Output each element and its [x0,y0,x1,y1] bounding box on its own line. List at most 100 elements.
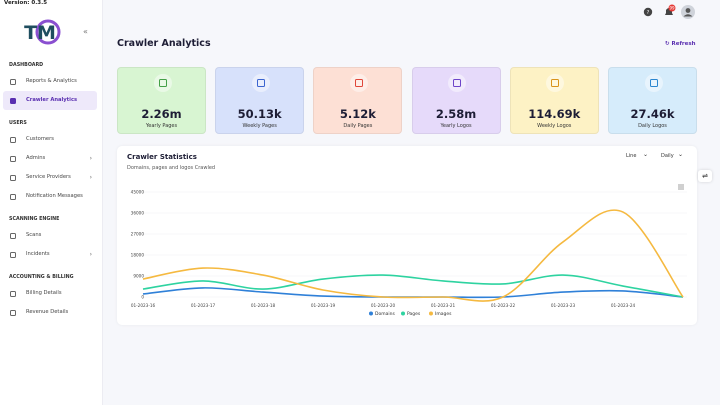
card-icon [644,74,663,92]
legend-label: Pages [407,311,421,317]
logo: TM [24,19,61,45]
nav-item[interactable]: Incidents › [3,245,97,264]
section-title: USERS [9,121,27,126]
chevron: › [89,155,92,162]
card-label: Weekly Pages [242,123,277,129]
card-label: Weekly Logos [537,123,572,129]
badge [668,4,676,12]
card-icon-glyph [158,79,167,87]
card-value: 27.46k [630,107,675,121]
card-value: 114.69k [528,107,581,121]
filter-button[interactable]: ⇌ [698,170,712,182]
nav-label: Revenue Details [26,309,69,315]
nav-icon [10,251,16,258]
chart-menu[interactable] [678,184,684,190]
nav-label: Incidents [26,251,50,257]
nav-icon [10,290,16,297]
legend-label: Domains [375,311,395,317]
card-value: 5.12k [339,107,376,121]
y-tick-label: 9000 [133,274,144,279]
y-tick-label: 45000 [131,190,145,195]
card-icon [448,74,467,92]
nav: DASHBOARD Reports & Analytics Crawler Anal… [0,60,102,322]
nav-icon [10,97,16,104]
card-icon-glyph [354,79,363,87]
chevron: › [89,251,92,258]
card-icon-glyph [551,79,560,87]
nav-item[interactable]: Scans [3,226,97,245]
legend-marker [429,311,433,316]
sidebar: Version: 0.3.5 TM « DASHBOARD Reports & A… [0,0,103,405]
stat-card: 114.69k Weekly Logos [509,67,599,134]
period-dropdown[interactable]: Daily [655,149,688,162]
legend-label: Images [435,311,452,317]
chevron: › [89,174,92,181]
card-value: 2.58m [435,107,477,121]
card-icon-glyph [453,79,462,87]
card-label: Yearly Pages [145,123,178,129]
card-label: Daily Pages [343,123,373,129]
refresh-button[interactable]: ↻ Refresh [665,41,696,47]
avatar-head [685,8,691,13]
stat-card: 2.26m Yearly Pages [117,67,206,134]
x-tick-label: 01-2023-16 [131,303,156,308]
help-glyph: ? [647,10,650,16]
stat-card: 5.12k Daily Pages [313,67,403,134]
nav-icon [10,155,16,162]
nav-label: Service Providers [26,174,71,180]
page-title: Crawler Analytics [117,38,211,49]
chart-card [117,146,697,325]
nav-item[interactable]: Customers [3,130,97,149]
nav-item[interactable]: Billing Details [3,284,97,303]
section-title: ACCOUNTING & BILLING [9,275,74,280]
card-icon-glyph [649,79,658,87]
card-icon-glyph [256,79,265,87]
nav-icon [10,78,16,85]
nav-icon [10,309,16,316]
logo-ring [35,19,61,45]
card-value: 50.13k [237,107,282,121]
chart-title: Crawler Statistics [127,153,197,161]
nav-icon [10,232,16,239]
x-tick-label: 01-2023-24 [611,303,636,308]
stat-card: 50.13k Weekly Pages [215,67,305,134]
x-tick-label: 01-2023-19 [311,303,336,308]
badge-count: 99 [669,6,675,11]
card-icon [153,74,172,92]
legend-marker [401,311,405,316]
nav-label: Customers [26,136,54,142]
nav-item[interactable]: Revenue Details [3,303,97,322]
y-tick-label: 18000 [131,253,145,258]
card-label: Yearly Logos [440,123,472,129]
chart-subtitle: Domains, pages and logos Crawled [127,165,216,171]
nav-item[interactable]: Service Providers › [3,168,97,187]
section-title: DASHBOARD [9,63,44,68]
card-label: Daily Logos [638,123,667,129]
collapse-button[interactable]: « [83,27,88,36]
nav-item[interactable]: Reports & Analytics [3,72,97,91]
nav-item[interactable]: Crawler Analytics [3,91,97,110]
nav-icon [10,193,16,200]
nav-label: Reports & Analytics [26,78,77,84]
x-tick-label: 01-2023-17 [191,303,216,308]
version: Version: 0.3.5 [4,0,48,6]
stat-card: 2.58m Yearly Logos [411,67,501,134]
nav-label: Billing Details [26,290,62,296]
nav-item[interactable]: Admins › [3,149,97,168]
y-tick-label: 36000 [131,211,145,216]
nav-icon [10,136,16,143]
card-value: 2.26m [141,107,182,121]
series-line [142,274,684,298]
nav-label: Admins [26,155,46,161]
y-tick-label: 27000 [131,232,145,237]
avatar-body [683,14,693,17]
chart-type-dropdown[interactable]: Line [620,149,653,162]
series-line [142,209,684,302]
card-icon [349,74,368,92]
stat-card: 27.46k Daily Logos [608,67,697,134]
x-tick-label: 01-2023-20 [371,303,396,308]
nav-item[interactable]: Notification Messages [3,187,97,206]
x-tick-label: 01-2023-21 [431,303,456,308]
help-icon[interactable] [643,7,653,17]
card-icon [251,74,270,92]
